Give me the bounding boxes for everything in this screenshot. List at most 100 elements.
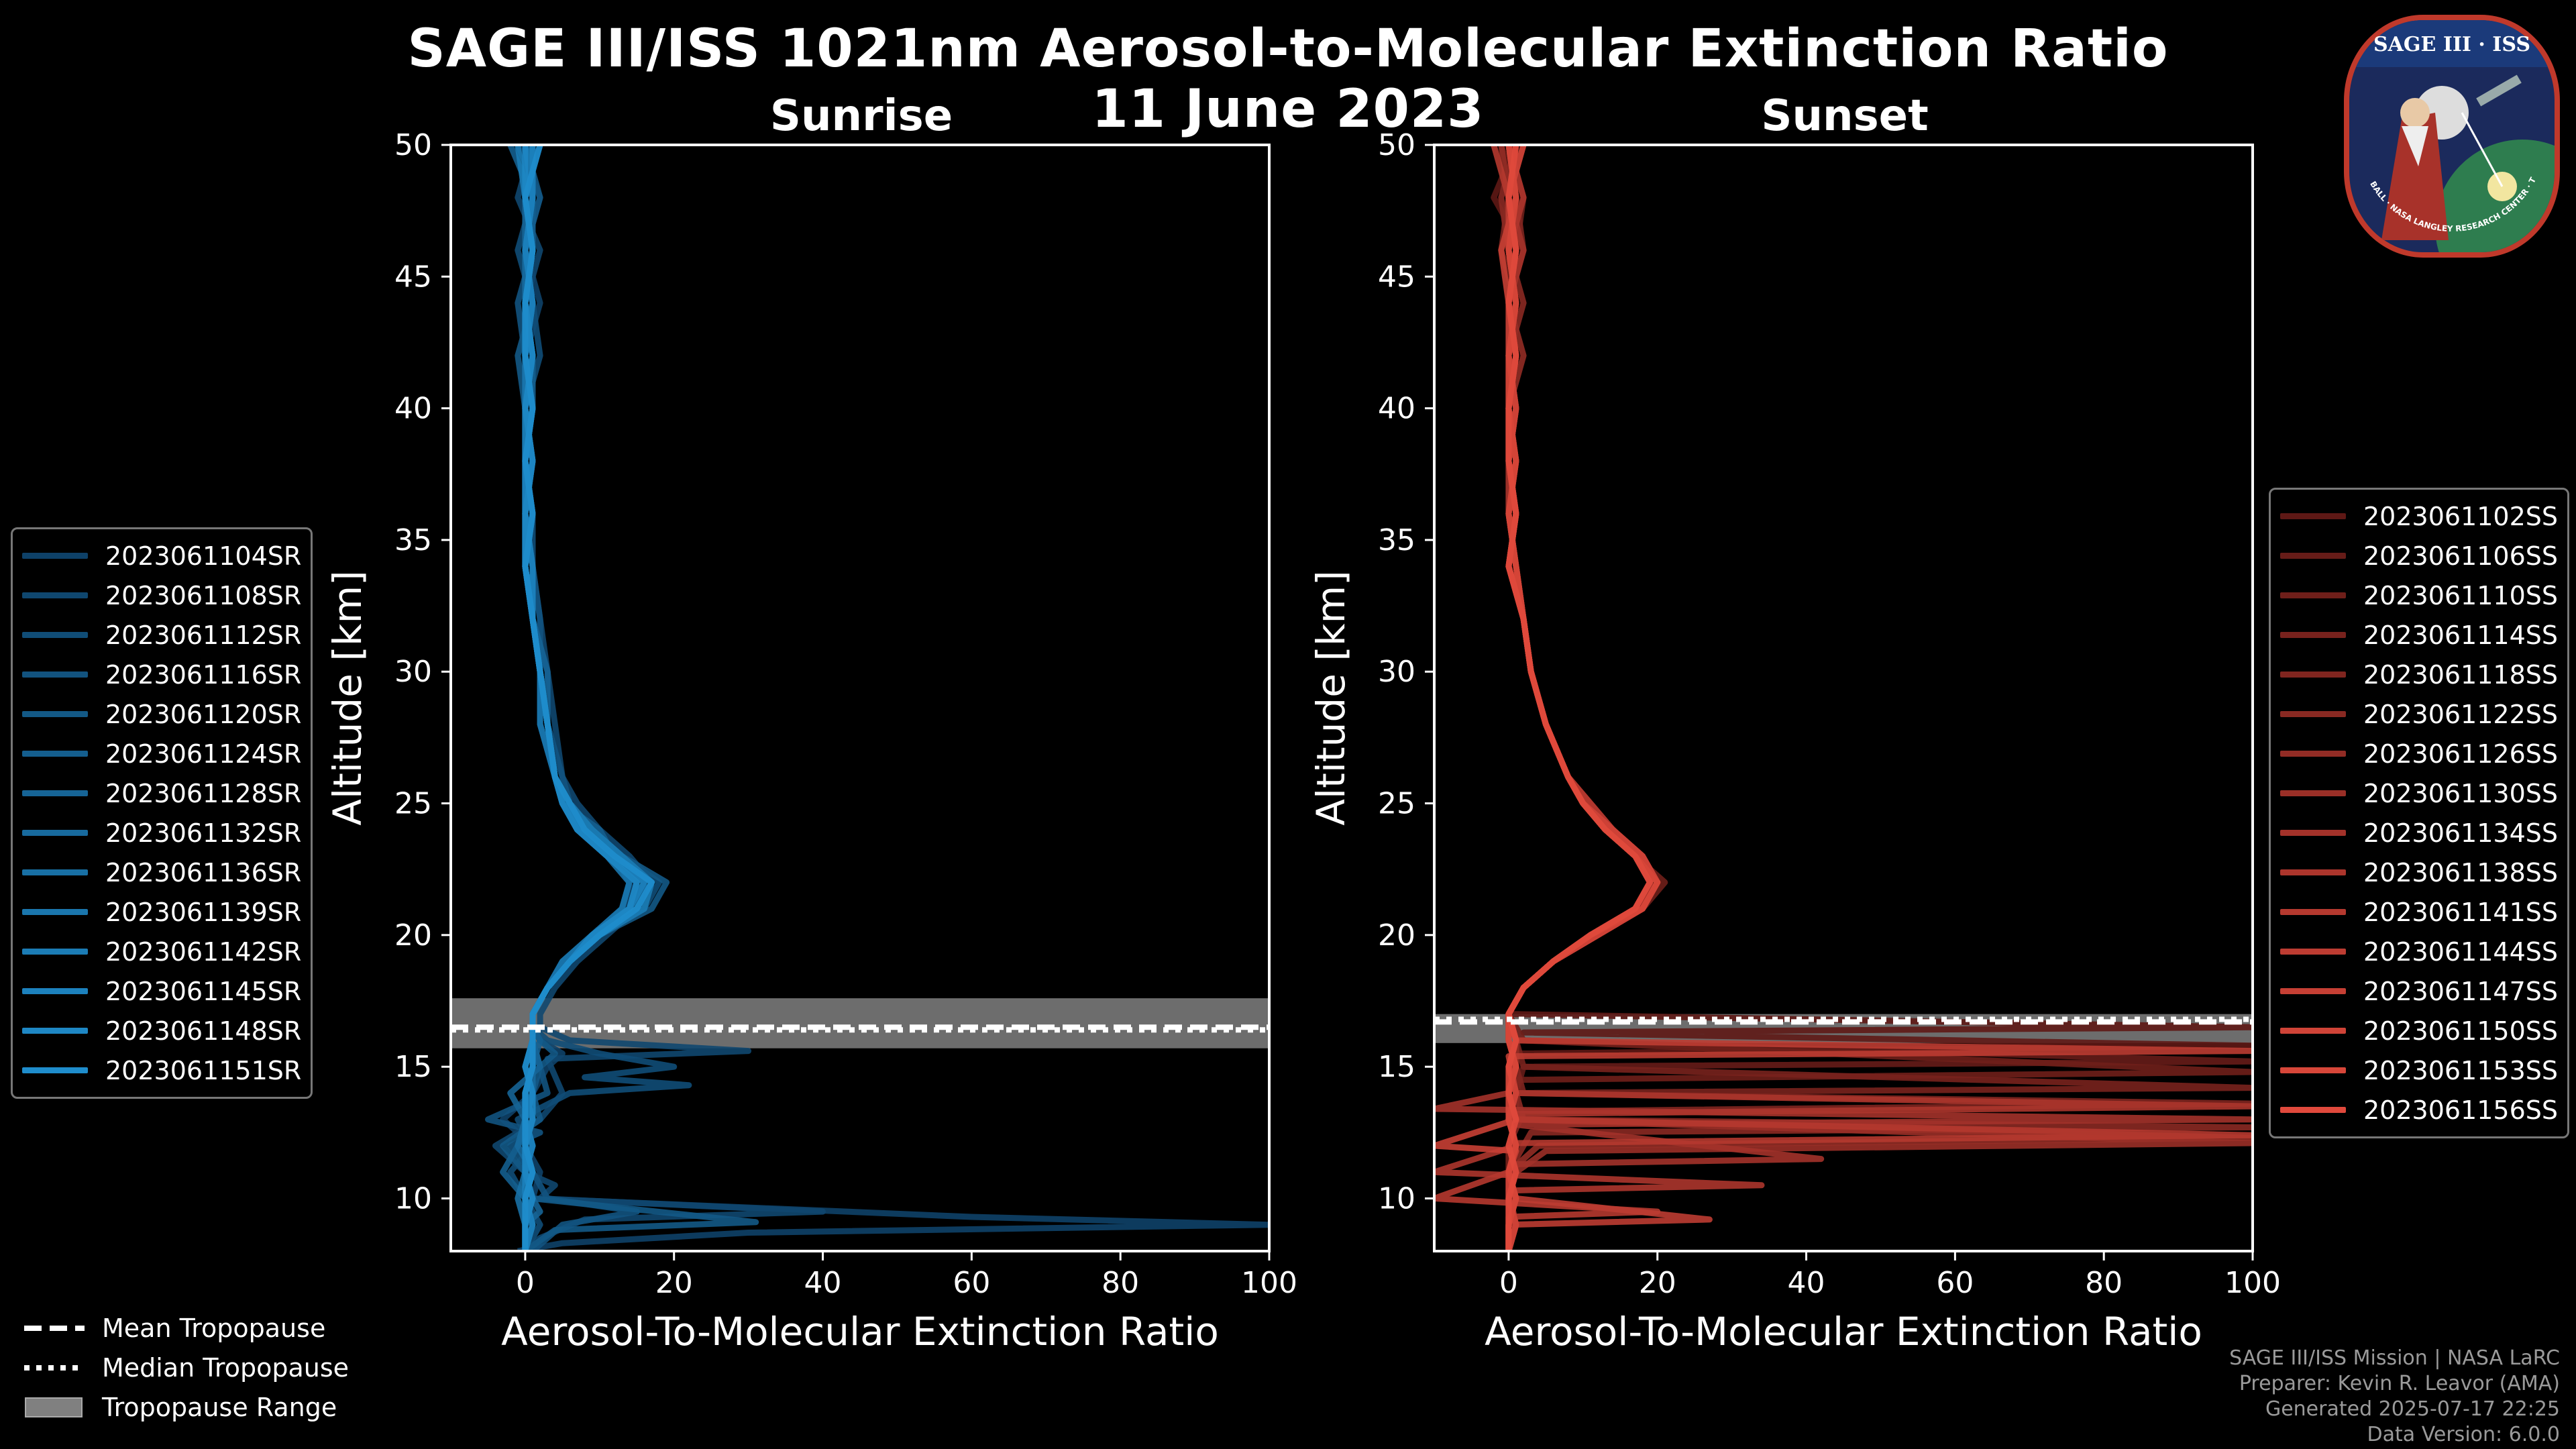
series-line-2023061104SR: [500, 145, 1269, 1251]
legend-item-2023061145SR: 2023061145SR: [22, 971, 301, 1011]
series-line-2023061153SS: [1505, 145, 1661, 1251]
x-tick-label: 0: [1499, 1266, 1518, 1300]
legend-item-2023061130SS: 2023061130SS: [2280, 773, 2558, 813]
legend-label: 2023061134SS: [2363, 818, 2559, 848]
legend-swatch: [2280, 1067, 2346, 1073]
legend-label: 2023061144SS: [2363, 936, 2559, 967]
y-tick-label: 25: [1378, 787, 1415, 821]
legend-item-2023061150SS: 2023061150SS: [2280, 1011, 2558, 1051]
sunrise-axes-frame: [449, 144, 1271, 1252]
legend-swatch: [22, 790, 88, 796]
x-tick-label: 100: [2224, 1266, 2281, 1300]
legend-item-2023061124SR: 2023061124SR: [22, 734, 301, 773]
legend-label: 2023061136SR: [105, 857, 302, 888]
legend-item-2023061116SR: 2023061116SR: [22, 655, 301, 694]
legend-item-2023061122SS: 2023061122SS: [2280, 694, 2558, 734]
legend-swatch: [2280, 553, 2346, 559]
chart-date: 11 June 2023: [1091, 79, 1485, 140]
y-tick-label: 30: [394, 655, 432, 689]
series-line-2023061150SS: [1505, 145, 1661, 1251]
legend-label: 2023061114SS: [2363, 620, 2559, 650]
legend-swatch: [2280, 988, 2346, 994]
legend-item-2023061120SR: 2023061120SR: [22, 694, 301, 734]
legend-swatch: [2280, 632, 2346, 638]
legend-item-2023061106SS: 2023061106SS: [2280, 536, 2558, 576]
y-tick-label: 20: [1378, 918, 1415, 953]
legend-item-2023061156SS: 2023061156SS: [2280, 1090, 2558, 1130]
y-tick-label: 40: [394, 392, 432, 426]
legend-swatch: [22, 830, 88, 836]
y-tick-label: 15: [394, 1050, 432, 1084]
legend-swatch: [2280, 751, 2346, 757]
sunset-y-axis-label: Altitude [km]: [1308, 570, 1354, 825]
legend-median-label: Median Tropopause: [102, 1352, 349, 1383]
sunset-x-axis-label: Aerosol-To-Molecular Extinction Ratio: [1485, 1309, 2202, 1354]
sunrise-y-axis-label: Altitude [km]: [325, 570, 370, 825]
legend-label: 2023061106SS: [2363, 541, 2559, 571]
y-tick-label: 40: [1378, 392, 1415, 426]
x-tick-label: 100: [1241, 1266, 1297, 1300]
legend-item-2023061151SR: 2023061151SR: [22, 1051, 301, 1090]
legend-swatch: [2280, 513, 2346, 519]
legend-label: 2023061148SR: [105, 1016, 302, 1046]
x-tick-label: 80: [2085, 1266, 2123, 1300]
dashed-line-icon: [24, 1325, 85, 1331]
y-tick-label: 35: [394, 523, 432, 557]
legend-swatch: [22, 1067, 88, 1073]
y-tick-label: 45: [1378, 260, 1415, 294]
legend-swatch: [2280, 672, 2346, 678]
legend-label: 2023061141SS: [2363, 897, 2559, 927]
sunrise-series-group: [485, 145, 1269, 1251]
legend-median-tropopause: Median Tropopause: [24, 1348, 349, 1387]
legend-swatch: [22, 592, 88, 598]
legend-swatch: [22, 1028, 88, 1034]
y-tick-label: 10: [1378, 1181, 1415, 1216]
legend-item-2023061126SS: 2023061126SS: [2280, 734, 2558, 773]
legend-label: 2023061104SR: [105, 541, 302, 571]
y-tick-label: 10: [394, 1181, 432, 1216]
legend-item-2023061134SS: 2023061134SS: [2280, 813, 2558, 853]
logo-title: SAGE III · ISS: [2373, 33, 2530, 56]
legend-range-label: Tropopause Range: [102, 1392, 337, 1422]
legend-swatch: [2280, 869, 2346, 875]
legend-label: 2023061112SR: [105, 620, 302, 650]
x-tick-label: 40: [1788, 1266, 1825, 1300]
y-tick-label: 20: [394, 918, 432, 953]
legend-label: 2023061128SR: [105, 778, 302, 808]
legend-item-2023061104SR: 2023061104SR: [22, 536, 301, 576]
sage-mission-logo-icon: SAGE III · ISS BALL · NASA LANGLEY RESEA…: [2341, 12, 2560, 258]
x-tick-label: 20: [1639, 1266, 1676, 1300]
legend-swatch: [22, 672, 88, 678]
legend-item-2023061153SS: 2023061153SS: [2280, 1051, 2558, 1090]
sunset-plot: 0 20 40 60 80 100 10 15 20 25 30 35 40 45 50 Aerosol-To…: [1308, 128, 2281, 1354]
sunset-series-group: [1434, 145, 2253, 1251]
series-line-2023061114SS: [1498, 145, 2253, 1251]
credit-mission: SAGE III/ISS Mission | NASA LaRC: [2229, 1346, 2560, 1370]
series-line-2023061116SR: [485, 145, 647, 1251]
credit-preparer: Preparer: Kevin R. Leavor (AMA): [2239, 1372, 2560, 1395]
legend-swatch: [22, 751, 88, 757]
legend-swatch: [2280, 1028, 2346, 1034]
legend-swatch: [22, 869, 88, 875]
legend-label: 2023061156SS: [2363, 1095, 2559, 1125]
legend-mean-label: Mean Tropopause: [102, 1313, 326, 1343]
sunrise-plot: 0 20 40 60 80 100 10 15 20 25 30 35 40 45 50 Aerosol-To…: [325, 128, 1297, 1354]
series-line-2023061156SS: [1505, 145, 1654, 1251]
sunrise-legend: 2023061104SR 2023061108SR 2023061112SR 2023…: [11, 527, 313, 1099]
legend-item-2023061128SR: 2023061128SR: [22, 773, 301, 813]
tropopause-legend: Mean Tropopause Median Tropopause Tropop…: [24, 1308, 349, 1427]
credit-generated: Generated 2025-07-17 22:25: [2265, 1397, 2560, 1421]
legend-label: 2023061153SS: [2363, 1055, 2559, 1085]
y-tick-label: 35: [1378, 523, 1415, 557]
legend-item-2023061108SR: 2023061108SR: [22, 576, 301, 615]
y-tick-label: 50: [1378, 128, 1415, 162]
legend-swatch: [2280, 949, 2346, 955]
legend-item-2023061138SS: 2023061138SS: [2280, 853, 2558, 892]
x-tick-label: 40: [804, 1266, 842, 1300]
x-tick-label: 60: [953, 1266, 990, 1300]
legend-label: 2023061108SR: [105, 580, 302, 610]
legend-mean-tropopause: Mean Tropopause: [24, 1308, 349, 1348]
y-tick-label: 45: [394, 260, 432, 294]
legend-label: 2023061124SR: [105, 739, 302, 769]
sunset-legend: 2023061102SS 2023061106SS 2023061110SS 2023…: [2269, 488, 2570, 1138]
